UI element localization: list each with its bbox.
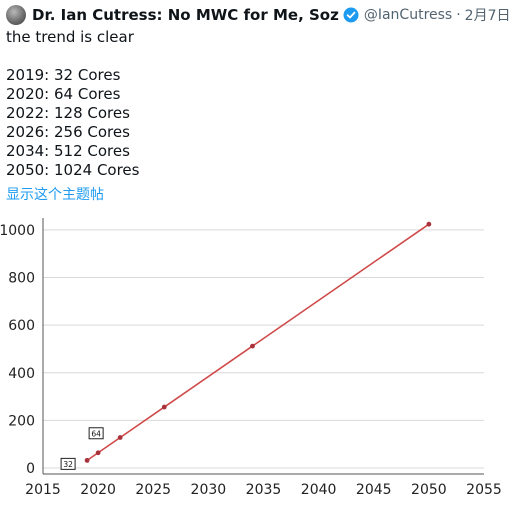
data-point	[426, 221, 432, 227]
x-tick-label: 2055	[466, 482, 502, 498]
annotation-box	[60, 457, 76, 470]
y-tick-label: 0	[26, 461, 35, 477]
x-tick-label: 2045	[356, 482, 392, 498]
tweet-text-line: 2019: 32 Cores	[6, 66, 121, 84]
display-name[interactable]: Dr. Ian Cutress: No MWC for Me, Soz	[32, 6, 339, 24]
tweet-text-line: 2022: 128 Cores	[6, 104, 130, 122]
data-point	[117, 435, 123, 440]
x-tick-label: 2030	[191, 482, 227, 498]
data-point	[161, 404, 167, 410]
line-chart: 0 200 400 600 800 1000 2015 2020 2025 2030 2035 204…	[0, 218, 502, 498]
header-separator: ·	[456, 7, 461, 23]
tweet-image-chart[interactable]: 0 200 400 600 800 1000 2015 2020 2025 2030 2035 204…	[0, 210, 516, 508]
tweet-text-line: 2026: 256 Cores	[6, 123, 130, 141]
tweet-header: Dr. Ian Cutress: No MWC for Me, Soz @Ian…	[6, 4, 511, 26]
annotation-box	[88, 427, 104, 440]
user-handle[interactable]: @IanCutress	[363, 7, 453, 23]
y-tick-label: 400	[8, 366, 35, 382]
annotation-label: 32	[63, 460, 73, 469]
series-line	[86, 223, 430, 462]
tweet-date[interactable]: 2月7日	[464, 8, 511, 24]
tweet-text-line: the trend is clear	[6, 28, 134, 46]
y-tick-label: 1000	[0, 223, 35, 239]
x-tick-label: 2035	[246, 482, 282, 498]
avatar[interactable]	[6, 5, 26, 25]
annotation-label: 64	[91, 429, 101, 438]
tweet-text-line: 2020: 64 Cores	[6, 85, 121, 103]
y-tick-label: 800	[8, 271, 35, 287]
data-point	[84, 457, 90, 463]
tweet-text-line: 2034: 512 Cores	[6, 142, 130, 160]
verified-badge-icon	[343, 7, 359, 23]
tweet-text-line: 2050: 1024 Cores	[6, 161, 140, 179]
y-tick-label: 600	[8, 318, 35, 334]
x-tick-label: 2050	[411, 482, 447, 498]
x-tick-label: 2020	[80, 482, 116, 498]
show-thread-link[interactable]: 显示这个主题帖	[6, 187, 104, 203]
data-point	[95, 450, 101, 456]
x-tick-label: 2015	[25, 482, 61, 498]
tweet-text: the trend is clear 2019: 32 Cores 2020: …	[6, 28, 506, 180]
data-point	[250, 343, 255, 349]
y-tick-label: 200	[8, 413, 35, 429]
x-tick-label: 2025	[135, 482, 171, 498]
x-tick-label: 2040	[301, 482, 337, 498]
